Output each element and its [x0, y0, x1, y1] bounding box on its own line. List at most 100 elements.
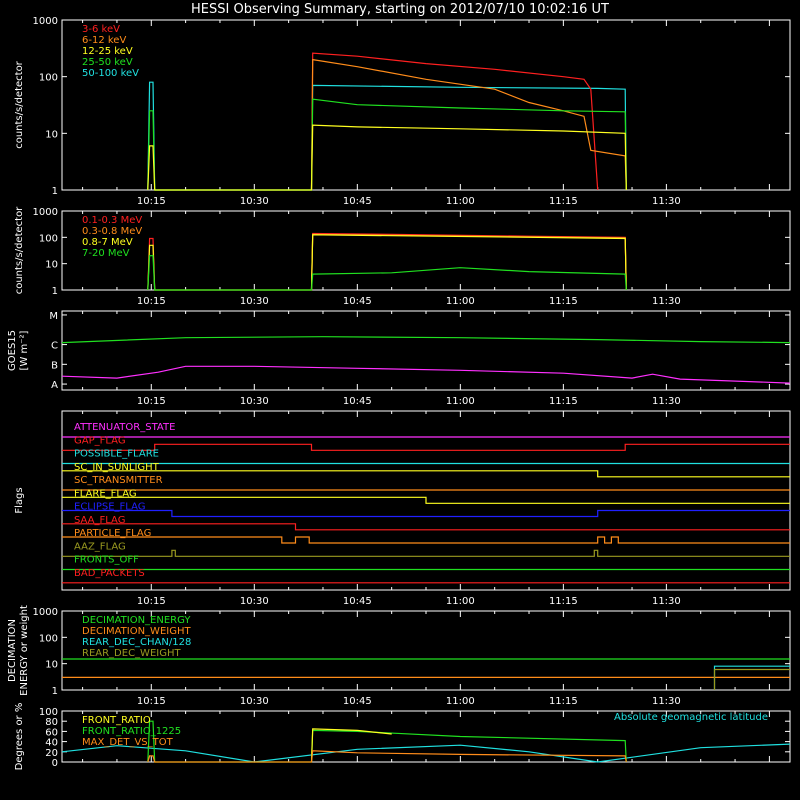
flag-label: PARTICLE_FLAG [74, 528, 151, 539]
legend-entry: DECIMATION_ENERGY [82, 615, 191, 626]
x-tick-label: 11:30 [652, 596, 681, 607]
y-tick-label: M [49, 311, 58, 322]
y-tick-label: 1 [52, 186, 58, 197]
x-tick-label: 10:30 [240, 696, 269, 707]
legend-entry: 50-100 keV [82, 68, 139, 79]
series-line-yellow [147, 234, 627, 291]
series-line-red [310, 52, 599, 191]
y-axis-label: GOES15 [7, 330, 18, 371]
annotation: Absolute geomagnetic latitude [614, 712, 768, 723]
x-tick-label: 10:15 [137, 696, 166, 707]
x-tick-label: 11:30 [652, 696, 681, 707]
y-tick-label: 100 [39, 233, 58, 244]
y-axis-label: Flags [14, 487, 25, 513]
flag-line [62, 496, 790, 504]
x-tick-label: 11:15 [549, 396, 578, 407]
legend-entry: REAR_DEC_WEIGHT [82, 648, 181, 659]
x-tick-label: 10:30 [240, 296, 269, 307]
legend-entry: 0.1-0.3 MeV [82, 215, 142, 226]
series-line-cyan [147, 81, 627, 191]
legend-entry: REAR_DEC_CHAN/128 [82, 637, 191, 648]
y-tick-label: 100 [39, 707, 58, 718]
y-tick-label: 100 [39, 633, 58, 644]
series-line-orange [310, 58, 627, 191]
flag-label: ATTENUATOR_STATE [74, 422, 175, 433]
panel-flags: 10:15 10:30 10:45 11:00 11:15 11:30 Flags ATTEN… [14, 410, 791, 607]
x-tick-label: 11:00 [446, 696, 475, 707]
x-tick-label: 10:45 [343, 596, 372, 607]
flag-line [62, 509, 790, 518]
x-tick-label: 11:15 [549, 196, 578, 207]
legend-entry: 0.8-7 MeV [82, 237, 133, 248]
flag-line [62, 523, 790, 531]
x-tick-label: 10:30 [240, 396, 269, 407]
legend-entry: 12-25 keV [82, 46, 133, 57]
flag-label: SAA_FLAG [74, 515, 125, 526]
legend-entry: FRONT_RATIO [82, 715, 151, 726]
panel-hi-energy: 1 10 100 1000 10:15 10:30 10:45 11:00 11:15 11:30… [14, 206, 791, 307]
y-tick-label: 1 [52, 286, 58, 297]
x-tick-label: 11:00 [446, 196, 475, 207]
y-tick-label: 1000 [33, 607, 58, 618]
y-tick-label: 10 [45, 129, 58, 140]
series-line-orange [310, 233, 627, 291]
x-tick-label: 10:45 [343, 696, 372, 707]
x-tick-label: 11:00 [446, 596, 475, 607]
legend-entry: DECIMATION_WEIGHT [82, 626, 191, 637]
x-tick-label: 10:45 [343, 396, 372, 407]
flag-label: SC_TRANSMITTER [74, 475, 163, 486]
series-line-yellow [147, 124, 627, 191]
y-tick-label: 60 [45, 727, 58, 738]
y-tick-label: C [51, 341, 58, 352]
flag-label: POSSIBLE_FLARE [74, 449, 159, 460]
legend-entry: 25-50 keV [82, 57, 133, 68]
flag-line [62, 443, 790, 451]
series-line-yellow [310, 728, 392, 763]
series-line-red [147, 232, 627, 291]
panel-decimation: 1 10 100 1000 10:15 10:30 10:45 11:00 11:15 11:30… [7, 605, 791, 707]
series-line-magenta [61, 365, 791, 384]
series-line-green [147, 98, 627, 191]
x-tick-label: 10:30 [240, 596, 269, 607]
series-line-green [147, 255, 627, 291]
x-tick-label: 11:15 [549, 296, 578, 307]
legend-entry: 6-12 keV [82, 35, 126, 46]
panel-goes: ABC M 10:15 10:30 10:45 11:00 11:15 11:30 GOES15… [7, 310, 791, 407]
flag-label: FRONTS_OFF [74, 555, 139, 566]
y-tick-label: 1000 [33, 16, 58, 27]
flag-label: GAP_FLAG [74, 435, 126, 446]
flag-line [62, 536, 790, 544]
y-tick-label: 10 [45, 660, 58, 671]
y-tick-label: 80 [45, 717, 58, 728]
x-tick-label: 11:30 [652, 296, 681, 307]
x-tick-label: 10:30 [240, 196, 269, 207]
legend-entry: 3-6 keV [82, 24, 120, 35]
x-tick-label: 11:00 [446, 296, 475, 307]
x-tick-label: 10:45 [343, 296, 372, 307]
y-axis-label: counts/s/detector [14, 60, 25, 148]
y-axis-label-secondary: ENERGY or weight [19, 605, 30, 696]
y-tick-label: 100 [39, 73, 58, 84]
flag-line [62, 470, 790, 478]
flag-line [62, 549, 790, 557]
flag-label: FLARE_FLAG [74, 488, 137, 499]
panel-frame [61, 310, 791, 391]
y-axis-label-secondary: [W m⁻²] [19, 330, 30, 370]
panel-frame [61, 19, 791, 191]
series-line-cyan [61, 743, 791, 763]
y-tick-label: 1 [52, 686, 58, 697]
x-tick-label: 10:15 [137, 596, 166, 607]
x-tick-label: 11:30 [652, 396, 681, 407]
y-tick-label: 10 [45, 260, 58, 271]
legend-entry: FRONT_RATIO_1225 [82, 726, 181, 737]
y-tick-label: A [51, 380, 58, 391]
x-tick-label: 10:45 [343, 196, 372, 207]
legend-entry: 7-20 MeV [82, 248, 130, 259]
flag-label: AAZ_FLAG [74, 541, 126, 552]
y-tick-label: 40 [45, 738, 58, 749]
y-axis-label: counts/s/detector [14, 206, 25, 294]
chart-title: HESSI Observing Summary, starting on 201… [191, 2, 609, 17]
flag-label: ECLIPSE_FLAG [74, 502, 145, 513]
